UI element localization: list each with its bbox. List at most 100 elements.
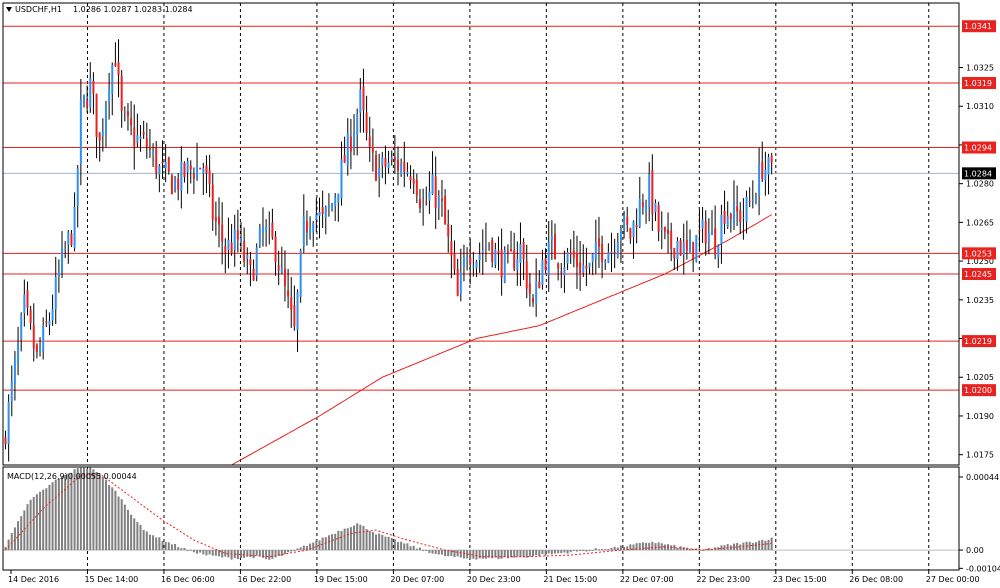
candle [679,238,682,256]
candle [711,210,713,236]
macd-bar [654,543,657,551]
candle-body [268,225,271,227]
candle-body [472,266,475,268]
macd-bar [393,539,396,551]
candle-body [170,175,173,195]
candle-body [459,271,462,295]
macd-bar [79,467,82,551]
candle [343,136,346,163]
candle-body [73,207,76,249]
macd-y-tick-label: 0.00 [966,546,984,555]
candle-body [717,245,720,258]
candle [183,161,186,183]
macd-bar [390,537,393,551]
candle-body [425,202,428,204]
candle-body [544,258,547,271]
macd-bar [349,527,352,551]
candle-body [136,135,139,143]
candle-body [243,241,246,262]
candle [104,100,107,148]
candle-body [343,155,346,163]
macd-bar [415,548,418,551]
dropdown-triangle-icon[interactable] [6,7,12,12]
candle-body [142,131,145,135]
macd-bar [412,545,415,551]
candle-body [164,161,167,169]
macd-y-tick-label: -0.00104 [966,564,1000,573]
candle [685,220,688,260]
candle-body [450,241,453,256]
candle [682,223,685,275]
candle [108,72,111,120]
candle [541,249,544,290]
candle [714,205,717,260]
candle-body [32,325,35,349]
candle [736,185,739,226]
candle [663,226,666,240]
candle [456,258,459,297]
macd-bar [723,545,726,551]
macd-bar [425,550,428,552]
macd-bar [588,550,591,552]
candle [403,141,406,188]
candle-body [481,250,484,253]
macd-bar [594,548,597,551]
candle [406,162,409,177]
macd-bar [431,550,434,554]
macd-bar [484,550,487,559]
candle [252,259,255,281]
candle [462,244,465,282]
candle [274,231,277,276]
candle [428,171,431,214]
candle-body [597,238,600,247]
candle [544,248,547,274]
candle [177,172,180,201]
candle-body [287,290,290,297]
candle-body [601,244,604,262]
candle [572,230,575,268]
candle [327,193,330,217]
macd-bar [751,542,754,551]
candle [560,262,563,289]
candle [645,199,648,224]
candle-body [221,224,224,242]
candle [76,165,79,228]
macd-bar [293,550,296,552]
macd-bar [541,550,544,555]
candle [67,230,70,264]
candle [214,201,217,236]
macd-bar [739,544,742,551]
candle [566,247,569,271]
candle [45,309,48,327]
candle-body [720,214,723,245]
macd-bar [252,550,255,559]
candle [224,238,227,274]
candle [532,293,535,307]
y-tick-label: 1.0175 [966,451,994,460]
candle-body [541,259,544,285]
candle [83,94,85,108]
x-tick-label: 19 Dec 15:00 [314,575,368,584]
macd-bar [566,550,569,554]
candle-body [340,159,343,199]
candle [670,222,673,262]
candle [136,113,139,148]
frame-layer [2,2,960,571]
macd-bar [205,550,208,556]
candle-body [462,257,465,267]
candle-body [174,180,177,190]
macd-bar [472,550,475,559]
macd-bar [673,544,676,551]
x-tick-label: 16 Dec 22:00 [237,575,291,584]
macd-bar [481,550,484,559]
candle [293,285,296,331]
macd-bar [167,542,170,551]
labels-layer: 1.0341 1.0319 1.0294 1.0253 1.0245 1.0219 1.02… [962,20,996,397]
candle [230,223,233,256]
candle-body [745,196,748,222]
macd-bar [519,550,522,558]
candle [500,228,503,296]
macd-bar [343,528,346,551]
candle [453,240,456,275]
macd-bar [400,541,403,551]
